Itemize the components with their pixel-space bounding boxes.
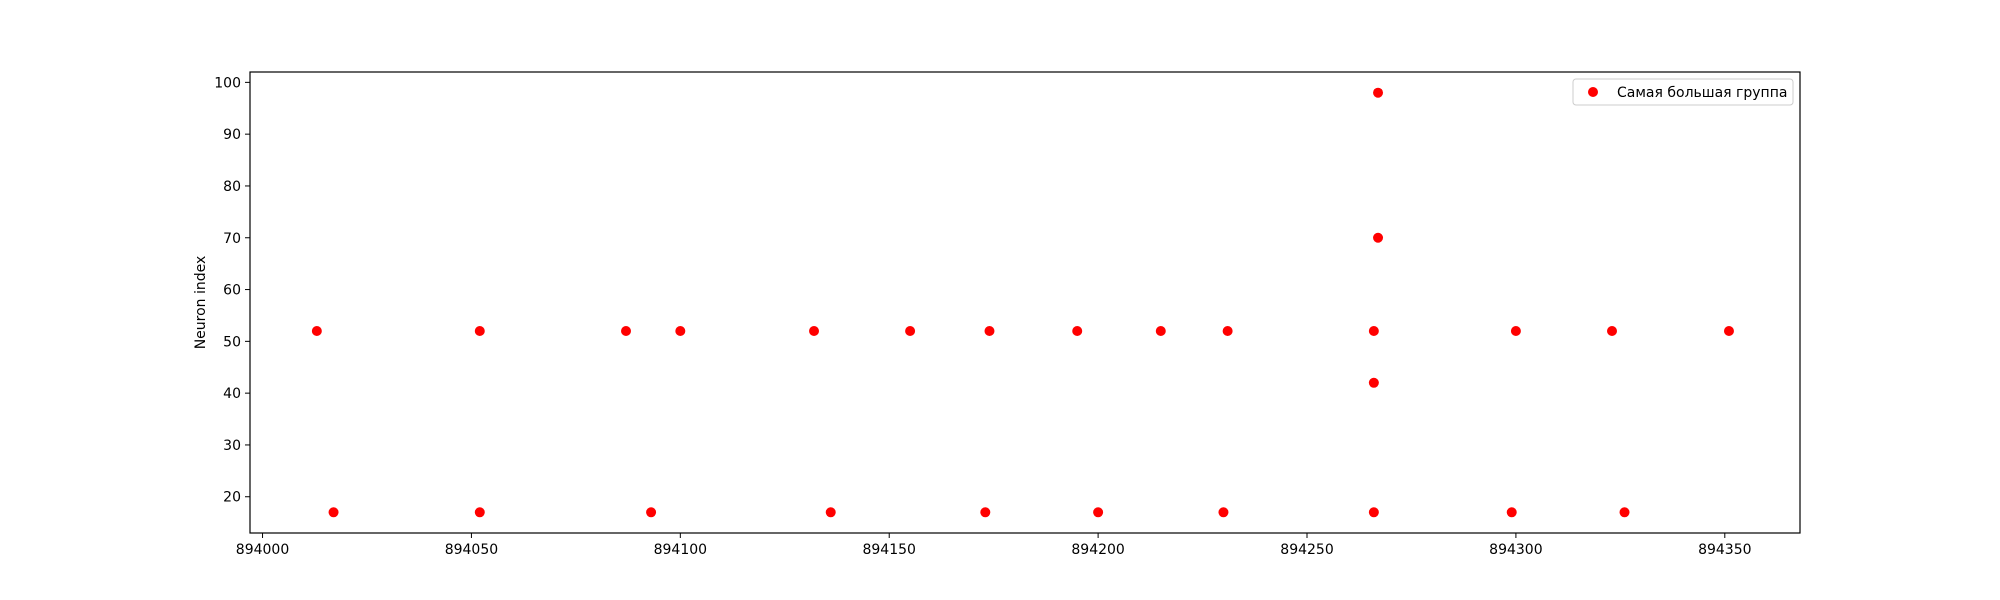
data-point xyxy=(809,325,820,336)
data-point xyxy=(1506,507,1517,518)
data-point xyxy=(1606,325,1617,336)
data-point xyxy=(646,507,657,518)
y-tick-label: 100 xyxy=(214,75,241,91)
y-axis-ticks: 20 30 40 50 60 70 80 90 100 xyxy=(214,75,250,506)
x-tick-label: 894350 xyxy=(1698,542,1751,558)
data-point xyxy=(1619,507,1630,518)
data-point xyxy=(1222,325,1233,336)
x-axis-ticks: 894000 894050 894100 894150 894200 894250 8943… xyxy=(236,533,1752,558)
y-tick-label: 50 xyxy=(223,334,241,350)
x-tick-label: 894250 xyxy=(1280,542,1333,558)
data-point xyxy=(621,325,632,336)
y-axis-label: Neuron index xyxy=(193,256,209,350)
data-point xyxy=(1368,377,1379,388)
y-tick-label: 60 xyxy=(223,283,241,299)
data-point xyxy=(328,507,339,518)
x-tick-label: 894100 xyxy=(654,542,707,558)
legend-marker xyxy=(1588,87,1598,97)
data-point xyxy=(1072,325,1083,336)
data-point xyxy=(1093,507,1104,518)
legend-entry-label: Самая большая группа xyxy=(1617,85,1787,101)
data-point xyxy=(1155,325,1166,336)
plot-frame xyxy=(249,71,1801,534)
x-tick-label: 894050 xyxy=(445,542,498,558)
data-point xyxy=(1373,87,1384,98)
legend-box xyxy=(1572,78,1794,106)
data-point xyxy=(984,325,995,336)
data-point xyxy=(905,325,916,336)
data-point xyxy=(980,507,991,518)
y-tick-label: 80 xyxy=(223,179,241,195)
data-point xyxy=(1368,507,1379,518)
x-tick-label: 894200 xyxy=(1071,542,1124,558)
data-point xyxy=(825,507,836,518)
data-point xyxy=(1723,325,1734,336)
y-tick-label: 40 xyxy=(223,386,241,402)
data-points xyxy=(311,87,1734,518)
data-point xyxy=(675,325,686,336)
y-tick-label: 20 xyxy=(223,490,241,506)
plot-area xyxy=(250,72,1800,533)
y-tick-label: 70 xyxy=(223,231,241,247)
data-point xyxy=(474,507,485,518)
legend: Самая большая группа xyxy=(1572,78,1794,106)
data-point xyxy=(1368,325,1379,336)
data-point xyxy=(474,325,485,336)
x-tick-label: 894150 xyxy=(862,542,915,558)
x-tick-label: 894300 xyxy=(1489,542,1542,558)
data-point xyxy=(1373,232,1384,243)
data-point xyxy=(311,325,322,336)
data-point xyxy=(1218,507,1229,518)
y-tick-label: 30 xyxy=(223,438,241,454)
y-tick-label: 90 xyxy=(223,127,241,143)
data-point xyxy=(1510,325,1521,336)
x-tick-label: 894000 xyxy=(236,542,289,558)
